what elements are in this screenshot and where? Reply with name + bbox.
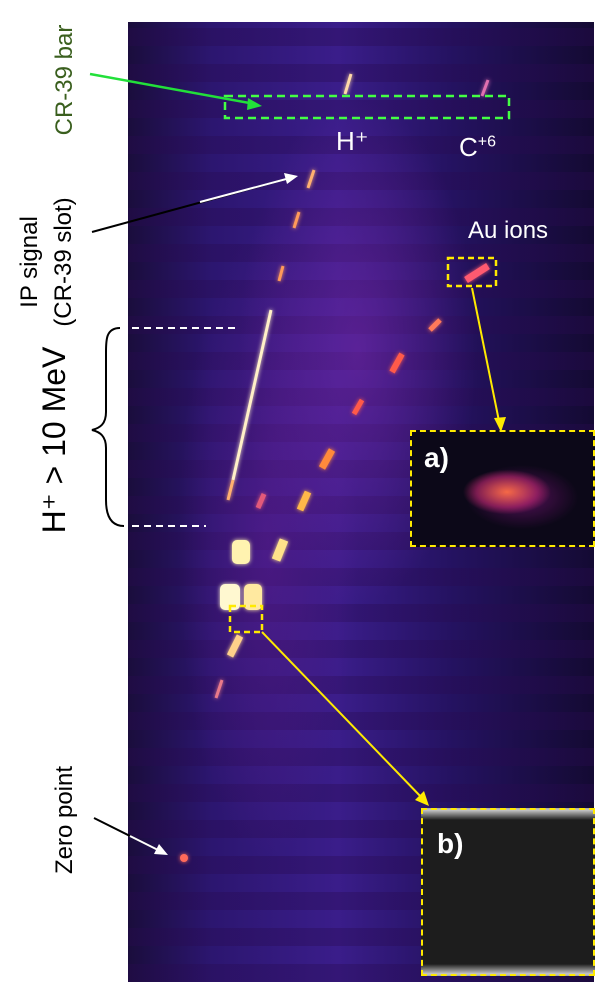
proton-trace-segment <box>292 211 301 229</box>
au-connector-arrow <box>471 287 501 427</box>
cr39-arrow <box>89 72 256 106</box>
ip-signal-arrow-head <box>284 173 298 184</box>
proton-trace-segment <box>343 73 353 95</box>
ip-signal-arrow-white <box>199 177 291 203</box>
energy-brace <box>91 327 125 527</box>
inset-a-au-ions-zoom: a) <box>410 430 595 547</box>
carbon-label-charge: +6 <box>477 133 497 151</box>
proton-trace <box>214 73 353 699</box>
cr39-arrow-head <box>247 98 262 110</box>
carbon-trace-segment <box>255 493 267 509</box>
proton-trace-segment <box>277 265 285 282</box>
zero-point-arrow-head <box>154 844 168 855</box>
carbon-trace-segment <box>318 448 336 470</box>
au-ions-label: Au ions <box>468 217 549 244</box>
proton-trace-segment <box>231 309 273 481</box>
proton-trace-spot <box>220 584 240 610</box>
zero-point-label: Zero point <box>51 765 78 875</box>
inset-a-label: a) <box>424 442 449 473</box>
au-ions-box <box>446 256 498 288</box>
proton-trace-segment <box>214 679 224 699</box>
inset-b-cr39-zoom: b) <box>421 808 595 976</box>
carbon-label-prefix: C <box>459 132 478 162</box>
proton-trace-segment <box>306 169 316 189</box>
zoom-b-connector-arrow <box>261 631 425 801</box>
au-ions-spot <box>464 263 490 283</box>
zero-point-spot <box>180 854 188 862</box>
cr39-bar-box <box>223 94 511 120</box>
carbon-label: C+6 <box>459 134 496 160</box>
carbon-trace-segment <box>389 352 405 374</box>
carbon-trace-segment <box>296 490 312 512</box>
carbon-trace-segment <box>480 79 490 97</box>
proton-trace-segment <box>226 634 244 658</box>
proton-trace-spot <box>244 584 262 610</box>
carbon-trace-segment <box>428 318 442 332</box>
carbon-trace-segment <box>271 538 289 562</box>
proton-trace-segment <box>226 479 235 501</box>
zoom-b-box <box>228 604 264 634</box>
carbon-trace-segment <box>351 398 365 416</box>
proton-energy-label: H⁺ > 10 MeV <box>36 346 72 534</box>
zoom-b-connector-arrow-head <box>415 791 429 806</box>
inset-b-label: b) <box>437 828 464 859</box>
au-ions-trace <box>464 263 490 283</box>
cr39-bar-label: CR-39 bar <box>51 24 78 136</box>
ip-signal-label-line2: (CR-39 slot) <box>50 197 77 327</box>
carbon-trace <box>255 79 490 562</box>
proton-label: H⁺ <box>336 126 369 156</box>
ip-signal-label-line1: IP signal <box>16 216 43 308</box>
proton-trace-spot <box>232 540 250 564</box>
au-connector-arrow-head <box>494 417 506 432</box>
